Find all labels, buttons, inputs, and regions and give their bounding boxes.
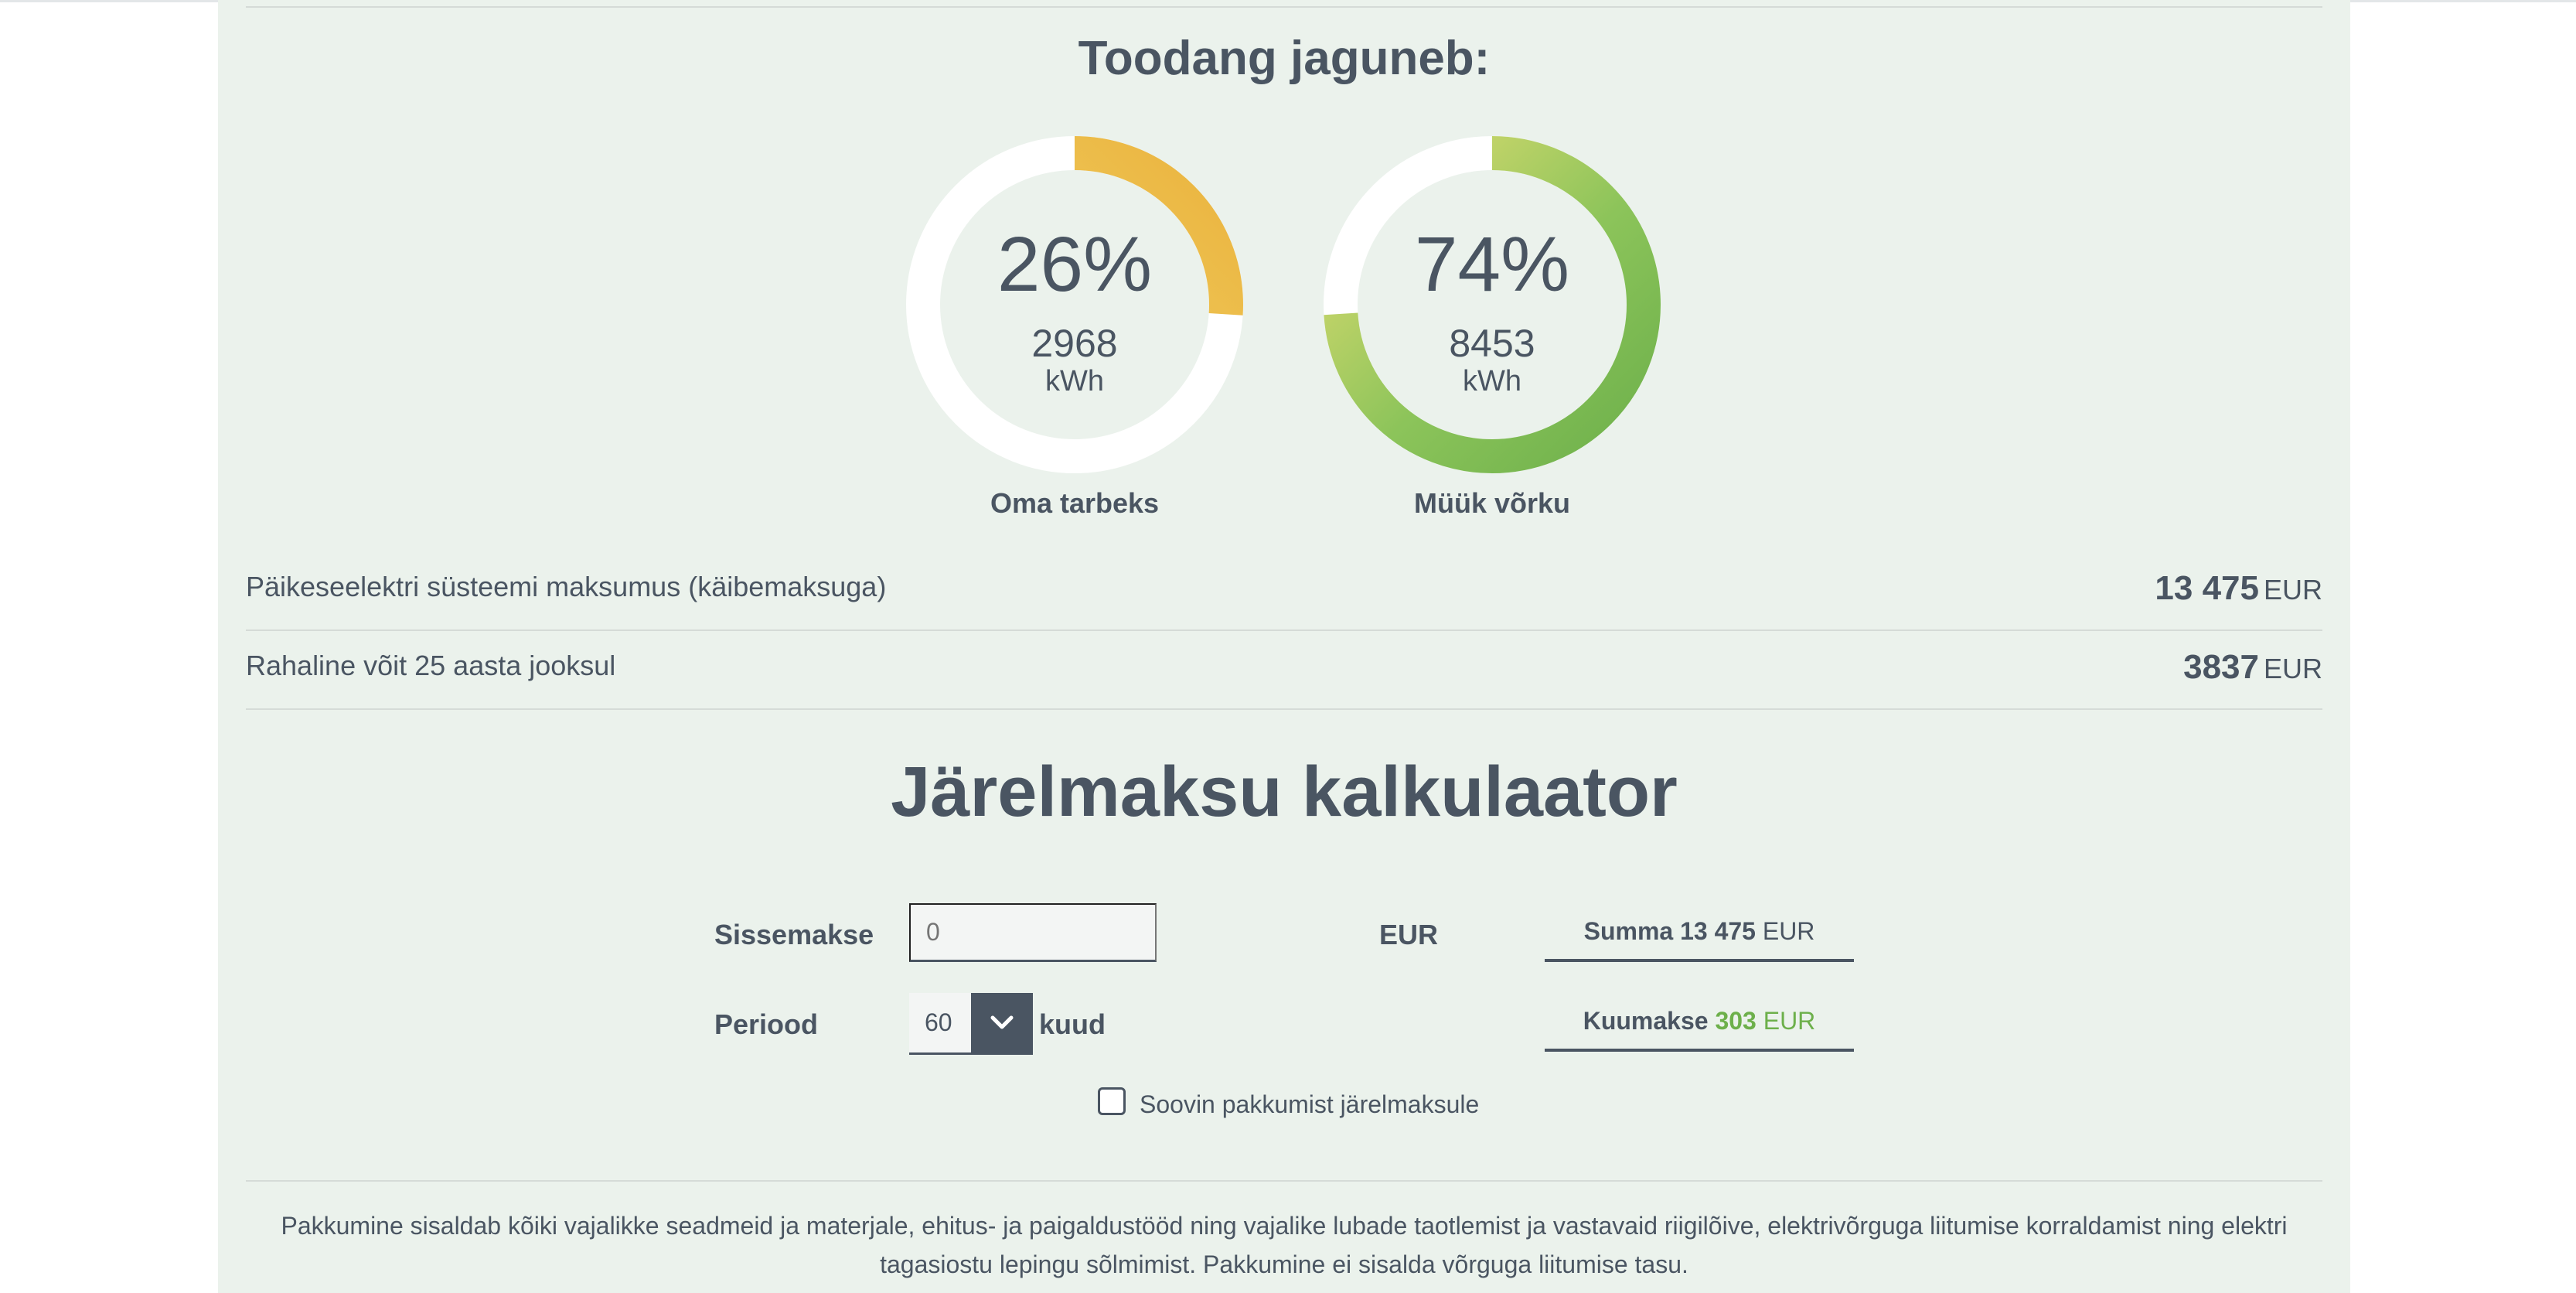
disclaimer-line-2: tagasiostu lepingu sõlmimist. Pakkumine … xyxy=(880,1250,1688,1278)
monthly-value: 303 xyxy=(1715,1007,1757,1035)
down-payment-unit: EUR xyxy=(1379,919,1439,950)
footer-divider xyxy=(246,1180,2322,1182)
monthly-label: Kuumakse xyxy=(1583,1007,1709,1035)
row-divider xyxy=(246,629,2322,631)
own-use-arc xyxy=(906,136,1243,473)
disclaimer-line-1: Pakkumine sisaldab kõiki vajalikke seadm… xyxy=(281,1212,2288,1240)
own-use-kwh: 2968 xyxy=(1031,322,1118,365)
period-value: 60 xyxy=(925,1008,952,1036)
installment-offer-checkbox[interactable] xyxy=(1098,1087,1126,1115)
system-cost-currency: EUR xyxy=(2263,574,2322,606)
calculator-title: Järelmaksu kalkulaator xyxy=(891,752,1678,831)
grid-sale-ring xyxy=(1324,136,1661,473)
sum-display: Summa 13 475 EUR xyxy=(1545,903,1854,962)
section-divider xyxy=(246,6,2322,8)
grid-sale-label: Müük võrku xyxy=(1413,487,1571,519)
profit-currency: EUR xyxy=(2263,653,2322,684)
period-unit: kuud xyxy=(1039,1008,1106,1040)
profit-label: Rahaline võit 25 aasta jooksul xyxy=(246,650,616,681)
grid-sale-unit: kWh xyxy=(1463,365,1521,397)
results-panel: Toodang jaguneb: 26% 2968 kWh Oma tarbek… xyxy=(218,0,2350,1293)
disclaimer-text: Pakkumine sisaldab kõiki vajalikke seadm… xyxy=(264,1206,2304,1284)
system-cost-label: Päikeseelektri süsteemi maksumus (käibem… xyxy=(246,571,887,602)
grid-sale-arc xyxy=(1324,136,1661,473)
monthly-display: Kuumakse 303 EUR xyxy=(1545,993,1854,1052)
sum-currency: EUR xyxy=(1762,917,1815,945)
installment-offer-label[interactable]: Soovin pakkumist järelmaksule xyxy=(1140,1090,1480,1118)
grid-sale-percent: 74% xyxy=(1414,221,1570,308)
own-use-unit: kWh xyxy=(1045,365,1104,397)
period-label: Periood xyxy=(714,1008,819,1040)
system-cost-value: 13 475 EUR xyxy=(2155,569,2322,608)
own-use-percent: 26% xyxy=(997,221,1153,308)
chevron-down-icon xyxy=(990,1015,1014,1029)
sum-label: Summa xyxy=(1583,917,1674,945)
own-use-ring xyxy=(906,136,1243,473)
down-payment-input[interactable] xyxy=(909,903,1157,962)
profit-value: 3837 EUR xyxy=(2183,648,2322,687)
monthly-currency: EUR xyxy=(1763,1007,1816,1035)
sum-value: 13 475 xyxy=(1680,917,1756,945)
period-dropdown-button[interactable] xyxy=(971,993,1033,1052)
production-title: Toodang jaguneb: xyxy=(1078,32,1491,85)
period-select[interactable]: 60 xyxy=(909,993,1033,1055)
row-divider xyxy=(246,708,2322,710)
grid-sale-gauge: 74% 8453 kWh xyxy=(1322,135,1662,475)
own-use-label: Oma tarbeks xyxy=(990,487,1160,519)
grid-sale-kwh: 8453 xyxy=(1449,322,1535,365)
own-use-gauge: 26% 2968 kWh xyxy=(905,135,1245,475)
down-payment-label: Sissemakse xyxy=(714,919,874,950)
profit-amount: 3837 xyxy=(2183,648,2259,686)
system-cost-amount: 13 475 xyxy=(2155,569,2259,607)
